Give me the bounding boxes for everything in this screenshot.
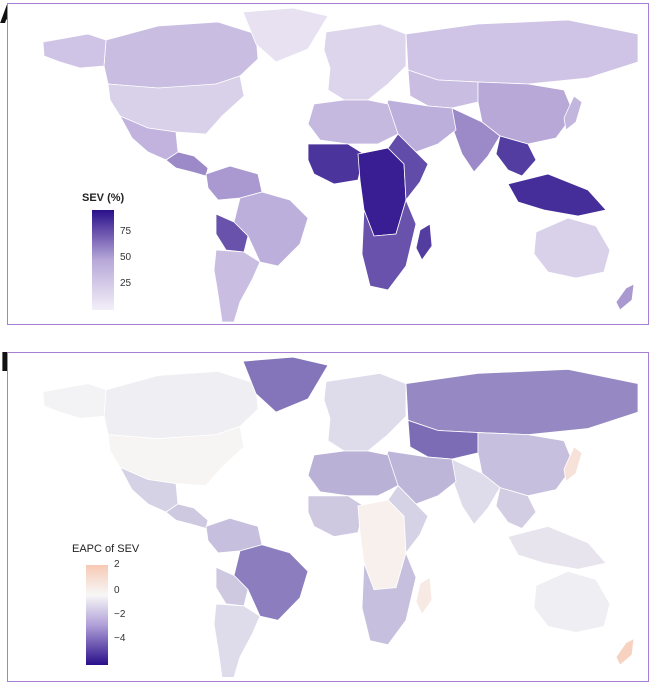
panel-b-legend-tick-2: 2	[114, 559, 120, 570]
panel-b-region-greenland	[242, 356, 329, 413]
panel-a-world-map	[42, 7, 639, 323]
panel-a-region-madagascar	[415, 223, 433, 261]
panel-a-legend-tick-75: 75	[120, 226, 132, 237]
panel-b-region-north-africa	[307, 450, 399, 497]
panel-b-region-argentina	[213, 603, 261, 678]
panel-a-region-australia	[533, 217, 611, 279]
panel-a-legend-tick-25: 25	[120, 278, 132, 289]
panel-b-region-india	[451, 458, 501, 526]
panel-a-region-central-asia	[407, 69, 479, 109]
panel-b-region-west-africa	[307, 495, 365, 538]
panel-a-region-greenland	[242, 7, 329, 63]
panel-a-legend-colorbar	[92, 210, 114, 310]
panel-b-region-southeast-asia	[495, 487, 537, 529]
panel-a-region-new-zealand	[615, 283, 635, 311]
panel-a-region-southern-africa	[361, 198, 417, 291]
panel-b-region-russia	[405, 368, 639, 436]
panel-b-region-indonesia	[507, 525, 607, 570]
panel-b-legend-tick-minus2: −2	[114, 609, 126, 620]
panel-b-legend-title: EAPC of SEV	[72, 543, 140, 555]
panel-b-world-map	[42, 356, 639, 678]
panel-a-region-china	[477, 81, 575, 145]
panel-a-region-east-africa	[387, 133, 429, 202]
panel-b-region-china	[477, 432, 575, 497]
panel-b-legend-colorbar	[86, 565, 108, 665]
panel-b-region-europe	[323, 372, 407, 452]
panel-a-region-united-states	[107, 75, 245, 135]
panel-a-region-southeast-asia	[495, 135, 537, 177]
panel-b-region-australia	[533, 570, 611, 633]
panel-b-legend-tick-0: 0	[114, 585, 120, 596]
panel-a-region-central-america	[165, 151, 209, 177]
panel-a-region-north-africa	[307, 99, 399, 145]
panel-a-region-japan	[563, 95, 583, 131]
panel-b-region-madagascar	[415, 576, 433, 615]
panel-a-region-west-africa	[307, 143, 365, 185]
panel-a-region-russia	[405, 19, 639, 85]
panel-b-region-central-asia	[407, 419, 479, 460]
panel-a-region-india	[451, 107, 501, 173]
panel-b-region-southern-africa	[361, 551, 417, 646]
panel-b-region-united-states	[107, 425, 245, 487]
panel-b-region-central-america	[165, 503, 209, 529]
panel-a-region-indonesia	[507, 173, 607, 217]
panel-b-region-alaska	[42, 383, 107, 419]
panel-b-legend: EAPC of SEV 2 0 −2 −4	[72, 543, 192, 668]
panel-a-region-argentina	[213, 249, 261, 323]
panel-a-legend-tick-50: 50	[120, 252, 132, 263]
panel-b-legend-tick-minus4: −4	[114, 633, 126, 644]
panel-b-region-east-africa	[387, 484, 429, 555]
panel-b-region-new-zealand	[615, 637, 635, 666]
panel-b-map-frame: EAPC of SEV 2 0 −2 −4	[7, 352, 649, 682]
panel-a-legend-title: SEV (%)	[82, 192, 125, 204]
panel-a-map-frame: SEV (%) 75 50 25	[7, 3, 649, 325]
panel-a-region-europe	[323, 23, 407, 101]
panel-a-legend: SEV (%) 75 50 25	[82, 192, 182, 317]
panel-a-region-alaska	[42, 33, 107, 69]
panel-b-region-japan	[563, 446, 583, 483]
